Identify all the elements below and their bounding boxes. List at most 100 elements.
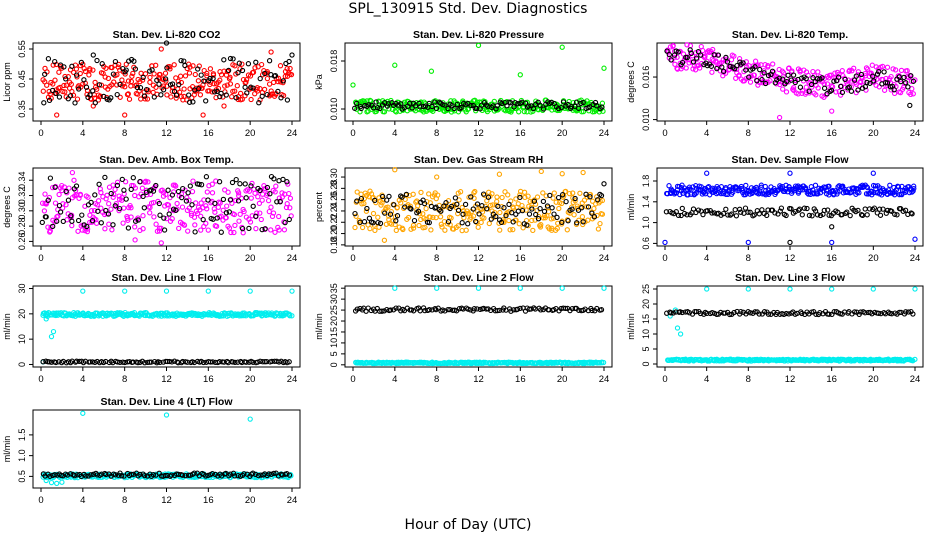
data-point-outlier: [54, 112, 60, 118]
x-tick-label: 20: [245, 253, 256, 264]
data-point: [130, 471, 137, 477]
data-point: [809, 213, 815, 219]
data-point: [452, 195, 459, 201]
data-point: [666, 51, 672, 58]
data-point: [56, 191, 62, 198]
x-tick-label: 4: [704, 253, 709, 264]
data-point: [236, 60, 242, 66]
x-tick-label: 20: [557, 128, 568, 139]
y-tick-label: 0.22: [329, 213, 339, 231]
data-point: [169, 216, 175, 222]
data-point: [671, 54, 677, 60]
y-tick-label: 0.010: [329, 98, 339, 121]
data-point: [128, 83, 134, 89]
data-point: [436, 99, 443, 105]
data-point: [839, 89, 846, 96]
data-point: [795, 207, 802, 213]
data-point: [516, 221, 522, 227]
data-point: [253, 225, 259, 232]
data-point: [473, 105, 480, 112]
data-point: [526, 203, 532, 209]
data-point: [162, 76, 169, 82]
x-tick-label: 20: [868, 253, 879, 264]
x-tick-label: 8: [434, 128, 439, 139]
data-point: [63, 188, 69, 195]
data-point: [244, 311, 250, 317]
x-tick-label: 8: [122, 495, 127, 506]
data-point: [68, 213, 74, 219]
data-point: [181, 58, 187, 64]
data-point: [149, 67, 155, 73]
data-point: [795, 183, 801, 189]
x-tick-label: 0: [662, 374, 667, 385]
x-tick-label: 20: [868, 374, 879, 385]
data-point: [554, 225, 560, 232]
data-point: [266, 58, 273, 64]
data-point: [830, 188, 836, 195]
data-point-outlier: [870, 286, 876, 292]
data-point: [86, 72, 92, 78]
data-point: [73, 183, 80, 189]
data-point: [574, 220, 580, 226]
data-point: [246, 188, 253, 194]
data-point: [559, 192, 566, 198]
data-point: [759, 191, 766, 197]
data-point: [151, 94, 157, 100]
data-point: [114, 179, 121, 185]
data-point: [861, 79, 867, 85]
data-point: [175, 188, 182, 195]
data-point: [668, 57, 674, 63]
data-point: [794, 184, 800, 190]
data-point-outlier: [90, 52, 96, 58]
data-point: [426, 219, 432, 226]
data-point: [52, 200, 59, 206]
data-point: [137, 471, 143, 478]
data-point: [510, 219, 516, 225]
data-point: [224, 82, 230, 88]
data-point: [432, 99, 438, 105]
data-point: [354, 306, 360, 312]
data-point: [233, 176, 239, 183]
x-tick-label: 24: [599, 253, 610, 264]
data-point: [388, 209, 395, 215]
data-point: [821, 85, 828, 91]
data-point: [130, 70, 136, 77]
data-point: [277, 63, 284, 69]
data-point: [367, 225, 373, 232]
data-point: [747, 310, 754, 316]
x-tick-label: 8: [122, 374, 127, 385]
data-point: [519, 207, 526, 214]
data-point-outlier: [54, 480, 60, 487]
data-point: [684, 54, 690, 61]
data-point: [220, 207, 226, 213]
data-point: [171, 62, 177, 68]
y-axis-label: ml/min: [2, 313, 12, 340]
data-point: [139, 77, 146, 83]
data-point: [777, 81, 783, 88]
data-point-outlier: [205, 288, 211, 294]
data-point: [353, 213, 359, 219]
data-point: [754, 78, 760, 84]
data-point: [118, 473, 125, 479]
data-point: [555, 194, 562, 201]
data-point: [63, 76, 69, 82]
data-point: [890, 66, 896, 72]
data-point: [600, 359, 607, 366]
data-point: [106, 221, 112, 227]
data-point: [361, 219, 368, 225]
data-point: [564, 227, 570, 233]
data-point: [234, 83, 240, 89]
data-point: [810, 75, 816, 81]
data-point: [497, 209, 503, 216]
data-point: [264, 75, 271, 82]
data-point: [128, 214, 134, 220]
data-point-outlier: [200, 112, 206, 118]
data-point: [828, 87, 835, 94]
data-point: [799, 310, 805, 317]
data-point: [566, 360, 572, 366]
data-point: [426, 191, 432, 197]
x-tick-label: 16: [203, 495, 214, 506]
data-point: [233, 197, 239, 204]
x-tick-label: 24: [910, 253, 921, 264]
